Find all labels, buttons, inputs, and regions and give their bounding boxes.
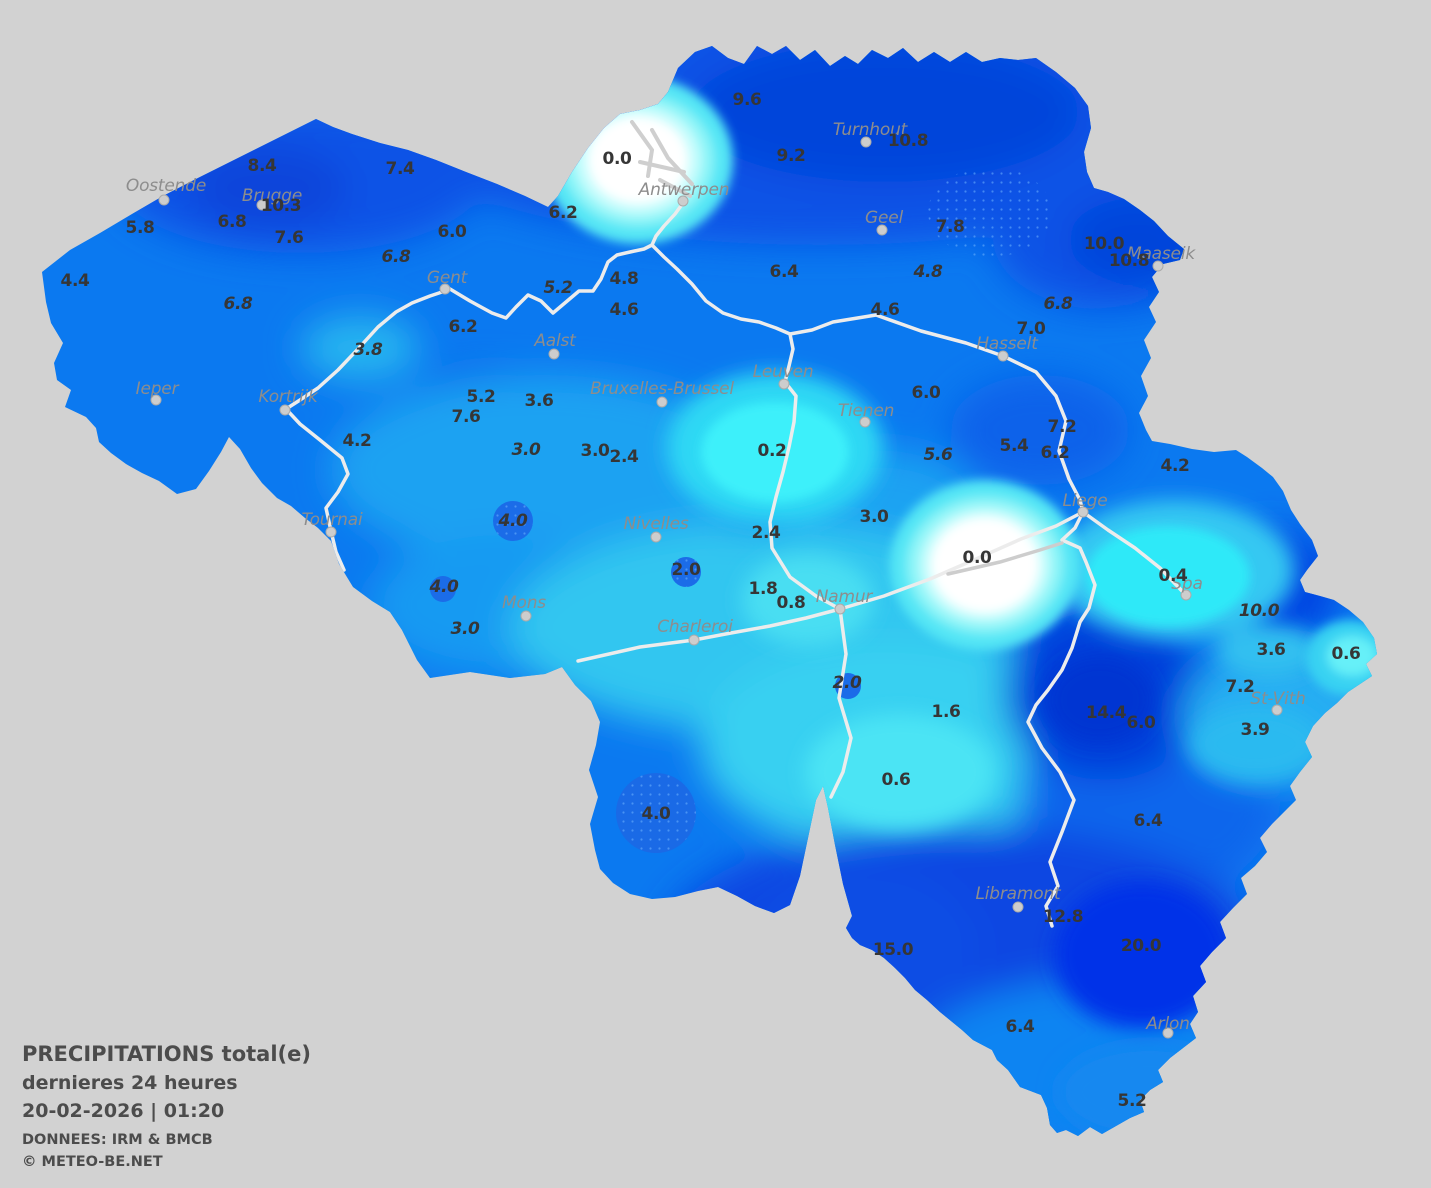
city-dot-brugge [256, 199, 268, 211]
page-title: PRECIPITATIONS total(e) [22, 1042, 311, 1066]
local-maxima-blobs [430, 167, 1052, 853]
city-dot-antwerpen [677, 195, 689, 207]
city-dots [150, 136, 1283, 1039]
city-dot-tournai [325, 526, 337, 538]
road-to-leuven-namur [650, 243, 842, 611]
city-dot-namur [834, 603, 846, 615]
city-dot-charleroi [688, 634, 700, 646]
city-dot-hasselt [997, 350, 1009, 362]
subtitle-period: dernieres 24 heures [22, 1072, 238, 1094]
road-hasselt-liege [788, 313, 1085, 514]
river-ourthe [1026, 510, 1097, 928]
timestamp: 20-02-2026 | 01:20 [22, 1100, 225, 1122]
river-meuse-south [829, 607, 853, 799]
city-dot-liege [1077, 506, 1089, 518]
map-title-block: PRECIPITATIONS total(e) dernieres 24 heu… [22, 1044, 311, 1169]
city-dot-tienen [859, 416, 871, 428]
city-dot-gent [439, 283, 451, 295]
city-dot-libramont [1012, 901, 1024, 913]
city-dot-ieper [150, 394, 162, 406]
city-dot-maaseik [1152, 260, 1164, 272]
city-dot-geel [876, 224, 888, 236]
city-dot-leuven [778, 378, 790, 390]
copyright: © METEO-BE.NET [22, 1153, 163, 1170]
river-schelde-gent-antwerpen [448, 243, 654, 320]
highway-line [946, 541, 1064, 576]
city-dot-oostende [158, 194, 170, 206]
city-dot-bruxelles-brussel [656, 396, 668, 408]
city-dot-mons [520, 610, 532, 622]
road-antwerpen-south [650, 201, 685, 247]
city-dot-spa [1180, 589, 1192, 601]
data-source: DONNEES: IRM & BMCB [22, 1132, 213, 1148]
city-dot-st-vith [1271, 704, 1283, 716]
city-dot-aalst [548, 348, 560, 360]
city-dot-nivelles [650, 531, 662, 543]
road-liege-spa [1081, 510, 1185, 594]
city-dot-arlon [1162, 1027, 1174, 1039]
river-road-lines [284, 201, 1185, 928]
city-dot-turnhout [860, 136, 872, 148]
city-dot-kortrijk [279, 404, 291, 416]
harbour-dock-lines [630, 120, 694, 198]
